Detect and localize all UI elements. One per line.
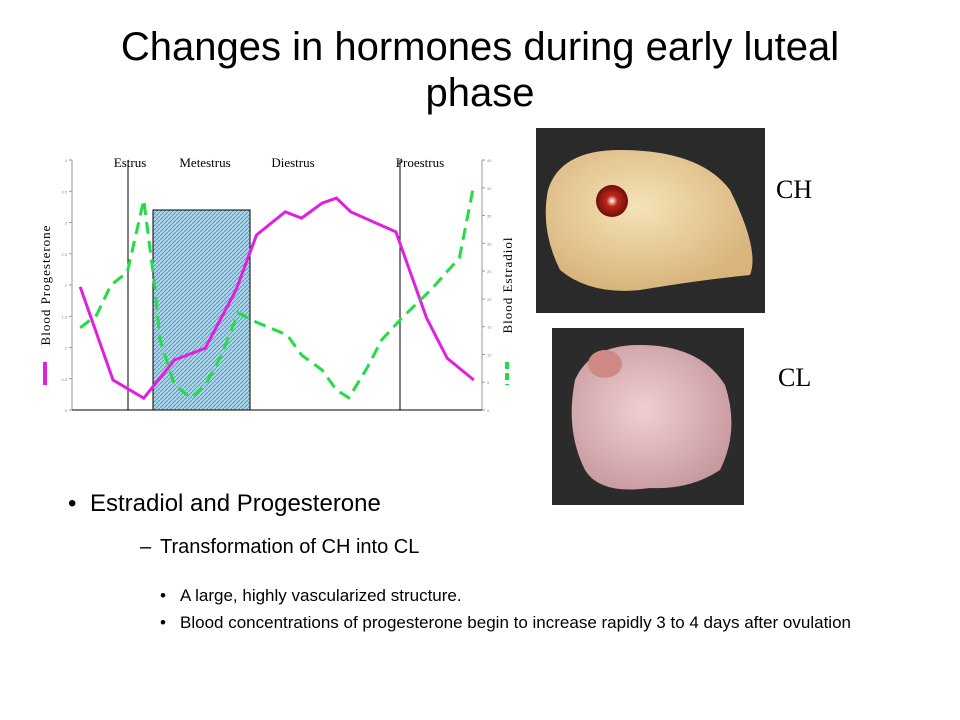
y2-tick-label: 15: [487, 325, 492, 330]
y-tick-label: 4: [65, 158, 68, 163]
metestrus-region: [152, 209, 251, 411]
y2-tick-label: 30: [487, 241, 492, 246]
y-tick-label: 1.5: [61, 314, 67, 319]
y2-tick-label: 5: [487, 380, 490, 385]
ovary-ch: [545, 150, 753, 291]
series-line: [78, 196, 475, 401]
corpus-hemorrhagicum: [596, 185, 628, 217]
image-label: CH: [776, 175, 812, 204]
bullet: • Blood concentrations of progesterone be…: [160, 613, 851, 632]
y-tick-label: 3.5: [61, 189, 67, 194]
series-line: [79, 184, 476, 400]
phase-label: Estrus: [114, 155, 147, 170]
y2-tick-label: 0: [487, 408, 490, 413]
y2-tick-label: 10: [487, 352, 492, 357]
y-axis-label: Blood Progesterone: [38, 225, 53, 346]
y-tick-label: 1: [65, 346, 68, 351]
y2-tick-label: 25: [487, 269, 492, 274]
photos: [536, 128, 765, 505]
phase-label: Metestrus: [179, 155, 230, 170]
y-tick-label: 2: [65, 283, 68, 288]
y-tick-label: 3: [65, 221, 68, 226]
bullet-text: Estradiol and Progesterone: [90, 490, 381, 517]
bullet: • Estradiol and Progesterone: [68, 490, 381, 517]
bullet: • A large, highly vascularized structure.: [160, 586, 462, 605]
plot: Estrus Metestrus Diestrus Proestrus 0 0.5 1 1.5…: [38, 155, 515, 413]
bullet-text: Blood concentrations of progesterone beg…: [180, 613, 851, 632]
phase-label: Diestrus: [271, 155, 314, 170]
y2-tick-label: 45: [487, 158, 492, 163]
y2-tick-label: 40: [487, 186, 492, 191]
bullet-text: A large, highly vascularized structure.: [180, 586, 462, 605]
y-tick-label: 2.5: [61, 252, 67, 257]
y2-tick-label: 35: [487, 214, 492, 219]
image-label: CL: [778, 363, 811, 392]
y2-axis-label: Blood Estradiol: [500, 237, 515, 334]
y2-tick-label: 20: [487, 297, 492, 302]
bullet-text: Transformation of CH into CL: [160, 536, 420, 558]
corpus-luteum: [588, 350, 622, 378]
phase-label: Proestrus: [396, 155, 444, 170]
y-tick-label: 0.5: [61, 377, 67, 382]
slide-title: Changes in hormones during early luteal …: [120, 25, 840, 115]
bullet: – Transformation of CH into CL: [140, 536, 420, 558]
y-tick-label: 0: [65, 408, 68, 413]
ovary-cl: [571, 345, 732, 490]
